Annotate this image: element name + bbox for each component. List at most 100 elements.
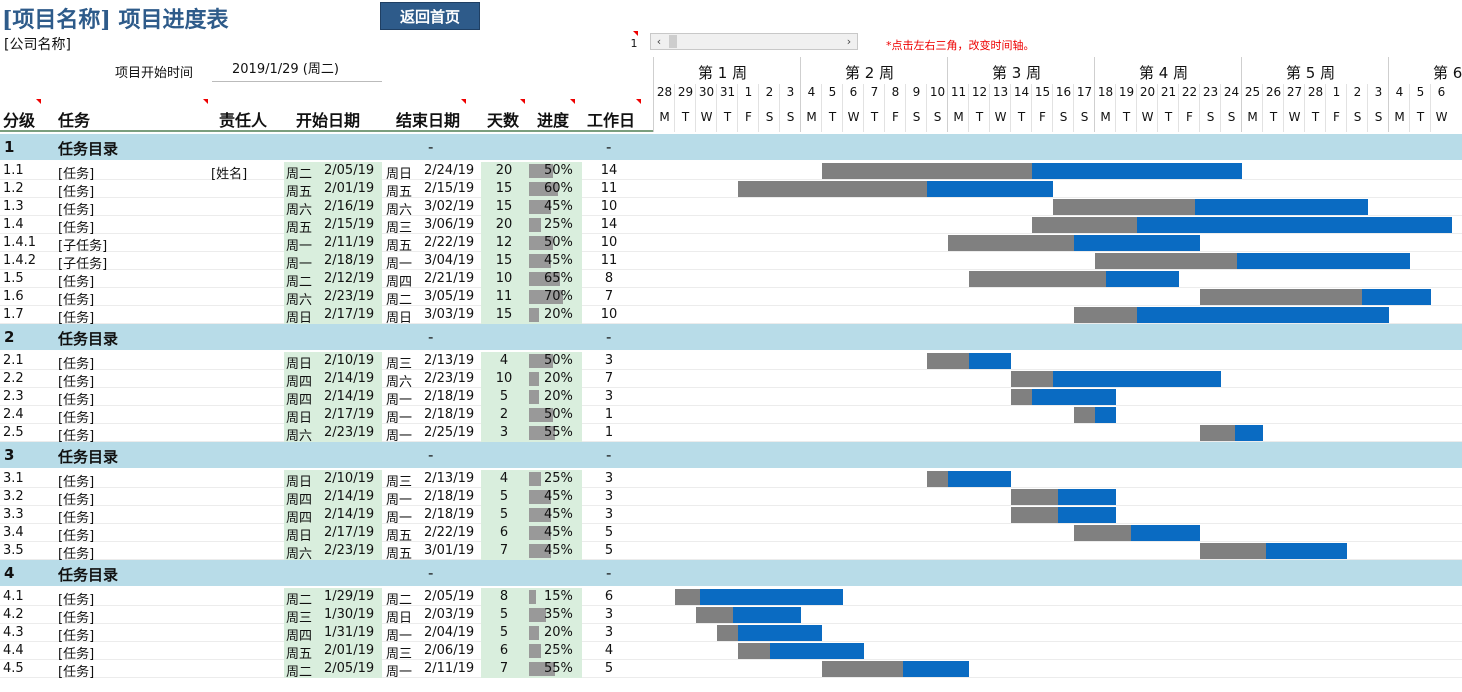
progress-value[interactable]: 45%	[544, 507, 573, 522]
gantt-bar-remaining[interactable]	[1131, 525, 1200, 541]
timeline-scrollbar[interactable]: ‹ ›	[650, 33, 858, 50]
gantt-bar-remaining[interactable]	[1032, 163, 1242, 179]
gantt-bar-remaining[interactable]	[700, 589, 843, 605]
table-row[interactable]: 4.4 [任务] 周五 2/01/19 周三 2/06/19 6 25% 4	[0, 642, 1462, 662]
company-name[interactable]: [公司名称]	[4, 37, 71, 53]
task-name[interactable]: [任务]	[58, 629, 95, 644]
gantt-bar-complete[interactable]	[717, 625, 738, 641]
gantt-bar-complete[interactable]	[1074, 407, 1095, 423]
table-row[interactable]: 3.1 [任务] 周日 2/10/19 周三 2/13/19 4 25% 3	[0, 470, 1462, 490]
gantt-bar-complete[interactable]	[1095, 253, 1237, 269]
start-date[interactable]: 2/10/19	[324, 353, 375, 368]
gantt-bar-complete[interactable]	[1032, 217, 1137, 233]
start-date[interactable]: 2/01/19	[324, 181, 375, 196]
table-row[interactable]: 2.3 [任务] 周四 2/14/19 周一 2/18/19 5 20% 3	[0, 388, 1462, 408]
table-row[interactable]: 1.1 [任务] [姓名] 周二 2/05/19 周日 2/24/19 20 50% 14	[0, 162, 1462, 182]
section-header[interactable]: 4 任务目录 - -	[0, 560, 1462, 586]
gantt-bar-complete[interactable]	[1200, 425, 1235, 441]
table-row[interactable]: 2.2 [任务] 周四 2/14/19 周六 2/23/19 10 20% 7	[0, 370, 1462, 390]
start-date[interactable]: 2/23/19	[324, 543, 375, 558]
task-name[interactable]: [任务]	[58, 547, 95, 562]
gantt-bar-remaining[interactable]	[1058, 489, 1116, 505]
progress-value[interactable]: 45%	[544, 199, 573, 214]
gantt-bar-complete[interactable]	[1011, 507, 1058, 523]
start-date[interactable]: 2/14/19	[324, 489, 375, 504]
table-row[interactable]: 3.3 [任务] 周四 2/14/19 周一 2/18/19 5 45% 3	[0, 506, 1462, 526]
start-date[interactable]: 2/01/19	[324, 643, 375, 658]
table-row[interactable]: 1.7 [任务] 周日 2/17/19 周日 3/03/19 15 20% 10	[0, 306, 1462, 326]
days-value[interactable]: 12	[495, 235, 513, 250]
gantt-bar-complete[interactable]	[1011, 389, 1032, 405]
task-name[interactable]: [任务]	[58, 593, 95, 608]
days-value[interactable]: 6	[499, 525, 509, 540]
table-row[interactable]: 2.1 [任务] 周日 2/10/19 周三 2/13/19 4 50% 3	[0, 352, 1462, 372]
progress-value[interactable]: 25%	[544, 643, 573, 658]
progress-value[interactable]: 25%	[544, 471, 573, 486]
table-row[interactable]: 1.3 [任务] 周六 2/16/19 周六 3/02/19 15 45% 10	[0, 198, 1462, 218]
section-header[interactable]: 1 任务目录 - -	[0, 134, 1462, 160]
start-date-input[interactable]: 2019/1/29 (周二)	[212, 58, 382, 82]
gantt-bar-remaining[interactable]	[738, 625, 822, 641]
gantt-bar-complete[interactable]	[1053, 199, 1195, 215]
gantt-bar-complete[interactable]	[948, 235, 1074, 251]
task-name[interactable]: [任务]	[58, 203, 95, 218]
gantt-bar-remaining[interactable]	[1032, 389, 1116, 405]
progress-value[interactable]: 50%	[544, 163, 573, 178]
progress-value[interactable]: 50%	[544, 407, 573, 422]
task-name[interactable]: [任务]	[58, 393, 95, 408]
gantt-bar-complete[interactable]	[1074, 307, 1137, 323]
days-value[interactable]: 4	[499, 471, 509, 486]
gantt-bar-remaining[interactable]	[733, 607, 801, 623]
table-row[interactable]: 4.3 [任务] 周四 1/31/19 周一 2/04/19 5 20% 3	[0, 624, 1462, 644]
section-header[interactable]: 2 任务目录 - -	[0, 324, 1462, 350]
progress-value[interactable]: 60%	[544, 181, 573, 196]
table-row[interactable]: 3.4 [任务] 周日 2/17/19 周五 2/22/19 6 45% 5	[0, 524, 1462, 544]
start-date[interactable]: 2/11/19	[324, 235, 375, 250]
gantt-bar-remaining[interactable]	[1266, 543, 1347, 559]
progress-value[interactable]: 45%	[544, 253, 573, 268]
table-row[interactable]: 1.2 [任务] 周五 2/01/19 周五 2/15/19 15 60% 11	[0, 180, 1462, 200]
progress-value[interactable]: 70%	[544, 289, 573, 304]
gantt-bar-complete[interactable]	[738, 181, 927, 197]
days-value[interactable]: 20	[495, 163, 513, 178]
task-name[interactable]: [任务]	[58, 429, 95, 444]
table-row[interactable]: 4.2 [任务] 周三 1/30/19 周日 2/03/19 5 35% 3	[0, 606, 1462, 626]
days-value[interactable]: 15	[495, 307, 513, 322]
task-name[interactable]: [任务]	[58, 647, 95, 662]
days-value[interactable]: 15	[495, 253, 513, 268]
progress-value[interactable]: 55%	[544, 425, 573, 440]
days-value[interactable]: 7	[499, 543, 509, 558]
task-name[interactable]: [任务]	[58, 529, 95, 544]
start-date[interactable]: 1/31/19	[324, 625, 375, 640]
gantt-bar-remaining[interactable]	[1235, 425, 1263, 441]
progress-value[interactable]: 50%	[544, 235, 573, 250]
start-date[interactable]: 2/14/19	[324, 371, 375, 386]
start-date[interactable]: 2/23/19	[324, 289, 375, 304]
start-date[interactable]: 2/14/19	[324, 389, 375, 404]
gantt-bar-remaining[interactable]	[1362, 289, 1431, 305]
days-value[interactable]: 5	[499, 507, 509, 522]
task-name[interactable]: [任务]	[58, 357, 95, 372]
gantt-bar-remaining[interactable]	[1095, 407, 1116, 423]
start-date[interactable]: 1/29/19	[324, 589, 375, 604]
start-date[interactable]: 1/30/19	[324, 607, 375, 622]
table-row[interactable]: 1.4.1 [子任务] 周一 2/11/19 周五 2/22/19 12 50% 10	[0, 234, 1462, 254]
gantt-bar-remaining[interactable]	[1053, 371, 1221, 387]
gantt-bar-remaining[interactable]	[1137, 217, 1452, 233]
owner-name[interactable]: [姓名]	[211, 167, 248, 182]
section-header[interactable]: 3 任务目录 - -	[0, 442, 1462, 468]
days-value[interactable]: 7	[499, 661, 509, 676]
days-value[interactable]: 10	[495, 371, 513, 386]
task-name[interactable]: [任务]	[58, 665, 95, 680]
start-date[interactable]: 2/12/19	[324, 271, 375, 286]
start-date[interactable]: 2/18/19	[324, 253, 375, 268]
progress-value[interactable]: 20%	[544, 625, 573, 640]
start-date[interactable]: 2/14/19	[324, 507, 375, 522]
start-date[interactable]: 2/15/19	[324, 217, 375, 232]
days-value[interactable]: 5	[499, 489, 509, 504]
start-date[interactable]: 2/23/19	[324, 425, 375, 440]
gantt-bar-complete[interactable]	[1011, 371, 1053, 387]
days-value[interactable]: 11	[495, 289, 513, 304]
home-button[interactable]: 返回首页	[380, 2, 480, 30]
progress-value[interactable]: 15%	[544, 589, 573, 604]
